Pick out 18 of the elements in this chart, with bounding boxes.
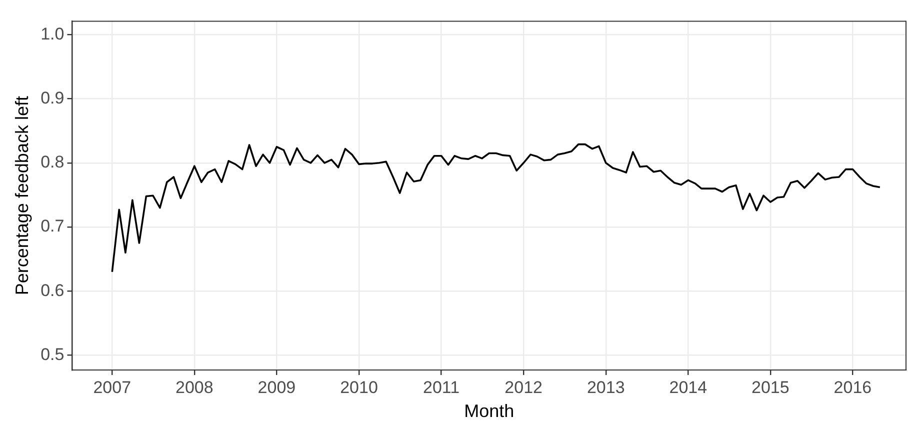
x-tick-label: 2013 (586, 378, 625, 397)
x-tick-label: 2010 (340, 378, 378, 397)
x-axis-title: Month (464, 401, 514, 422)
x-tick-label: 2014 (669, 378, 708, 397)
x-tick-label: 2008 (176, 378, 214, 397)
x-tick-label: 2007 (93, 378, 132, 397)
x-tick-label: 2009 (258, 378, 296, 397)
y-tick-label: 0.8 (40, 152, 64, 172)
y-tick-label: 0.7 (40, 216, 64, 236)
x-tick-label: 2012 (504, 378, 542, 397)
x-tick-label: 2011 (423, 378, 460, 397)
y-tick-label: 0.6 (40, 280, 64, 300)
y-tick-label: 1.0 (40, 24, 64, 44)
y-tick-label: 0.9 (40, 88, 64, 108)
y-axis-title: Percentage feedback left (12, 96, 32, 296)
x-tick-label: 2015 (752, 378, 790, 397)
x-tick-label: 2016 (834, 378, 872, 397)
y-tick-label: 0.5 (40, 344, 64, 364)
